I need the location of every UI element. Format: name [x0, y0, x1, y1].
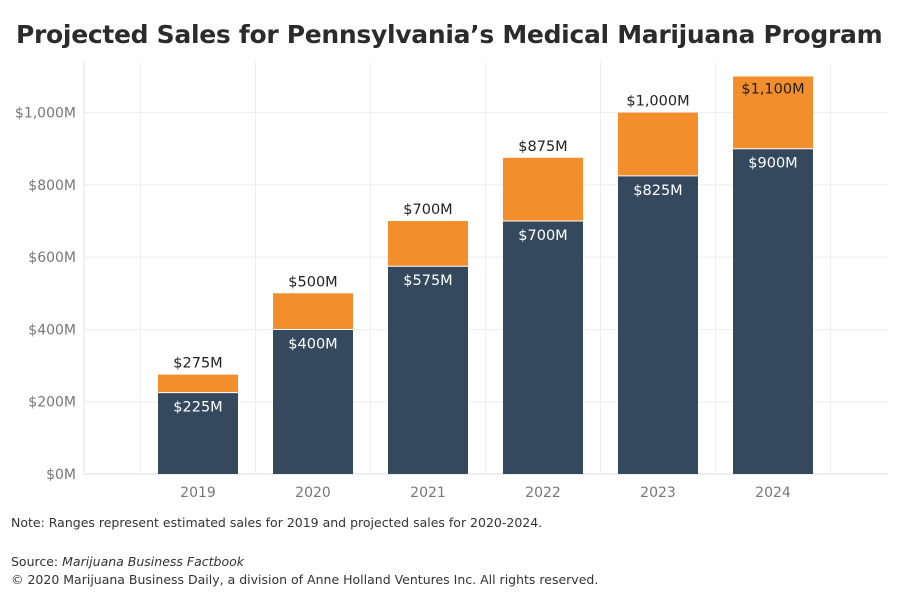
bar-segment-high: [618, 112, 698, 176]
bar-segment-low: [388, 266, 468, 474]
data-label-total: $875M: [518, 139, 567, 155]
bar-segment-low: [158, 392, 238, 474]
y-tick-label: $0M: [46, 467, 76, 483]
chart-title: Projected Sales for Pennsylvania’s Medic…: [16, 20, 883, 49]
y-tick-label: $1,000M: [15, 106, 76, 122]
data-label-low: $575M: [403, 273, 452, 289]
data-label-total: $1,000M: [626, 94, 689, 110]
bar-segment-low: [733, 148, 813, 474]
y-tick-label: $400M: [28, 322, 76, 338]
bar-segment-low: [618, 175, 698, 474]
data-label-low: $825M: [633, 183, 682, 199]
bar-segment-high: [158, 374, 238, 393]
y-tick-label: $600M: [28, 250, 76, 266]
data-label-total: $500M: [288, 274, 337, 290]
y-tick-label: $800M: [28, 178, 76, 194]
data-label-low: $400M: [288, 336, 337, 352]
data-label-low: $700M: [518, 228, 567, 244]
x-tick-label: 2020: [295, 485, 331, 501]
copyright-notice: © 2020 Marijuana Business Daily, a divis…: [11, 572, 599, 587]
data-label-low: $225M: [173, 400, 222, 416]
x-tick-label: 2019: [180, 485, 216, 501]
bar-segment-high: [388, 221, 468, 267]
chart-note: Note: Ranges represent estimated sales f…: [11, 515, 543, 530]
x-tick-label: 2024: [755, 485, 791, 501]
source-name: Marijuana Business Factbook: [62, 554, 244, 569]
chart-source: Source: Marijuana Business Factbook: [11, 554, 244, 569]
bar-segment-low: [273, 329, 353, 474]
bar-segment-high: [503, 157, 583, 222]
bar-segment-high: [273, 293, 353, 330]
y-tick-label: $200M: [28, 395, 76, 411]
source-label: Source:: [11, 554, 63, 569]
data-label-low: $900M: [748, 156, 797, 172]
bar-segment-low: [503, 221, 583, 474]
x-tick-label: 2022: [525, 485, 561, 501]
stacked-bar-chart: $0M $200M $400M $600M $800M $1,000M $225M $275M…: [15, 62, 888, 501]
x-tick-label: 2023: [640, 485, 676, 501]
bar-segment-high: [733, 76, 813, 149]
data-label-total: $275M: [173, 356, 222, 372]
data-label-total: $700M: [403, 202, 452, 218]
data-label-total: $1,100M: [741, 81, 804, 97]
x-tick-label: 2021: [410, 485, 446, 501]
